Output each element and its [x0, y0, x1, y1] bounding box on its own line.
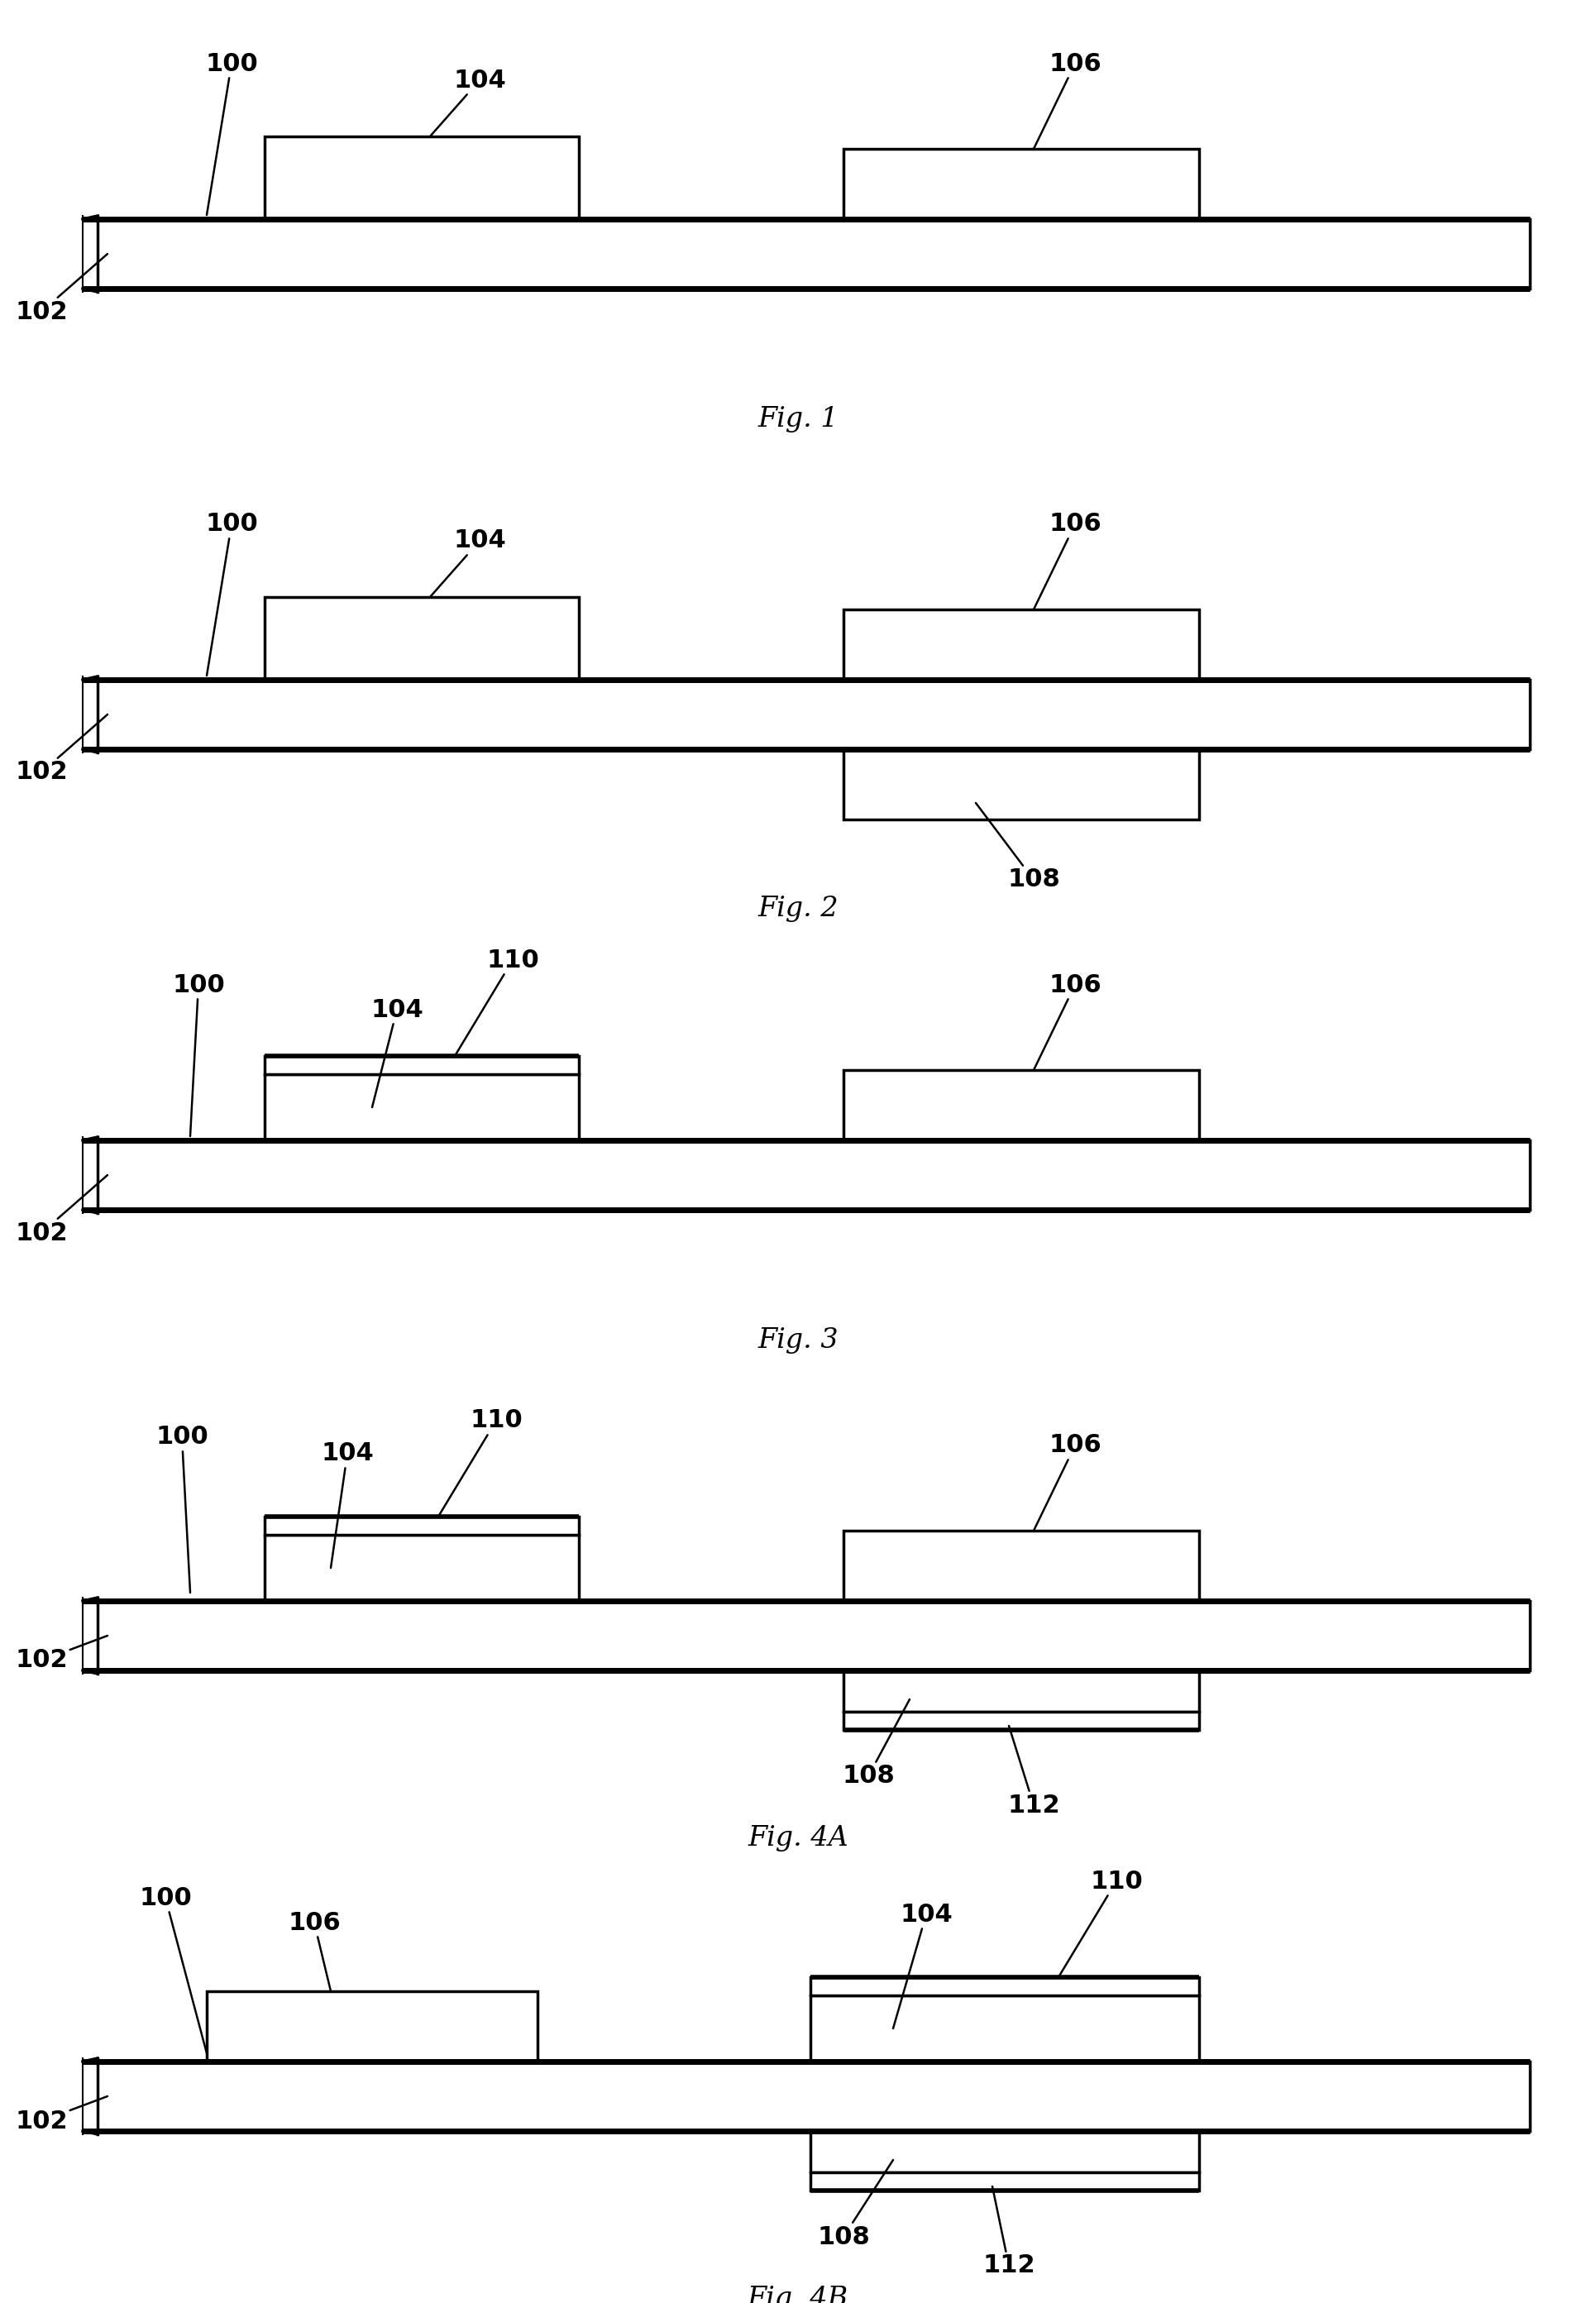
Text: 112: 112 [1007, 1725, 1060, 1817]
Bar [843, 150, 1199, 219]
Bar [843, 1711, 1199, 1730]
Text: Fig. 1: Fig. 1 [758, 405, 838, 433]
Text: 104: 104 [429, 530, 506, 596]
Text: 102: 102 [14, 1175, 107, 1246]
Text: 106: 106 [1034, 972, 1101, 1071]
Bar [811, 2172, 1199, 2190]
Text: 106: 106 [1034, 51, 1101, 150]
Text: 102: 102 [14, 714, 107, 785]
Text: Fig. 4A: Fig. 4A [747, 1824, 849, 1852]
Bar [265, 136, 579, 219]
Bar [843, 1670, 1199, 1711]
Text: 112: 112 [983, 2186, 1036, 2278]
Text: 110: 110 [439, 1409, 522, 1518]
Text: 110: 110 [1058, 1870, 1143, 1978]
Bar [83, 1601, 1531, 1670]
Bar [265, 1073, 579, 1140]
Bar [843, 610, 1199, 679]
Text: 100: 100 [172, 972, 225, 1135]
Bar [265, 1518, 579, 1534]
Bar [811, 1994, 1199, 2061]
Text: 102: 102 [14, 2096, 107, 2133]
Bar [265, 1057, 579, 1073]
Text: 102: 102 [14, 1635, 107, 1672]
Bar [843, 1531, 1199, 1601]
Bar [843, 748, 1199, 820]
Bar [83, 1140, 1531, 1209]
Text: 108: 108 [817, 2160, 894, 2248]
Text: 104: 104 [321, 1442, 373, 1568]
Bar [811, 2130, 1199, 2172]
Text: 104: 104 [370, 997, 423, 1108]
Bar [83, 679, 1531, 748]
Text: 100: 100 [206, 511, 259, 675]
Text: 110: 110 [455, 949, 539, 1057]
Bar [265, 596, 579, 679]
Text: 102: 102 [14, 253, 107, 325]
Text: 104: 104 [894, 1902, 953, 2029]
Text: 106: 106 [1034, 1432, 1101, 1531]
Text: 106: 106 [1034, 511, 1101, 610]
Text: 108: 108 [975, 804, 1060, 891]
Text: Fig. 2: Fig. 2 [758, 896, 838, 921]
Bar [843, 1071, 1199, 1140]
Text: Fig. 4B: Fig. 4B [747, 2285, 849, 2303]
Text: 108: 108 [843, 1700, 910, 1787]
Text: 106: 106 [287, 1911, 340, 1992]
Text: Fig. 3: Fig. 3 [758, 1327, 838, 1354]
Bar [83, 2061, 1531, 2130]
Bar [265, 1534, 579, 1601]
Text: 104: 104 [429, 69, 506, 136]
Text: 100: 100 [155, 1426, 209, 1594]
Text: 100: 100 [139, 1886, 207, 2054]
Bar [83, 219, 1531, 288]
Bar [207, 1992, 538, 2061]
Bar [811, 1978, 1199, 1994]
Text: 100: 100 [206, 51, 259, 214]
